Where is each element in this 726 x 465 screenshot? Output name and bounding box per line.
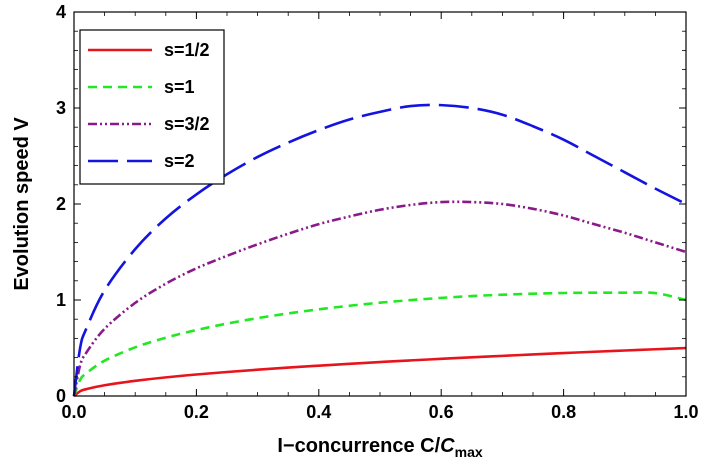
legend-label-4: s=2 <box>164 151 195 171</box>
legend: s=1/2 s=1 s=3/2 s=2 <box>79 29 225 185</box>
series-line-2 <box>72 291 687 397</box>
y-tick-label: 2 <box>56 194 66 214</box>
series-layer <box>72 103 687 398</box>
x-tick-label: 0.4 <box>306 402 331 422</box>
legend-label-1: s=1/2 <box>164 40 210 60</box>
series-line-3 <box>72 200 687 397</box>
legend-label-3: s=3/2 <box>164 114 210 134</box>
x-axis-title-subscript: max <box>455 444 483 460</box>
x-tick-label: 1.0 <box>673 402 698 422</box>
x-axis-title-var: C <box>440 435 455 457</box>
x-tick-label: 0.2 <box>184 402 209 422</box>
y-tick-label: 3 <box>56 98 66 118</box>
y-axis-title: Evolution speed V <box>11 117 33 291</box>
series-line-4 <box>72 103 687 397</box>
x-tick-label: 0.0 <box>61 402 86 422</box>
x-tick-label: 0.6 <box>429 402 454 422</box>
ticks-layer: 0.0 0.2 0.4 0.6 0.8 1.0 0 1 2 3 4 <box>56 2 699 422</box>
x-axis-title-main: I−concurrence C/ <box>277 435 440 457</box>
y-tick-label: 4 <box>56 2 66 22</box>
y-tick-label: 1 <box>56 290 66 310</box>
series-line-1 <box>73 346 687 398</box>
legend-box <box>79 29 225 185</box>
x-tick-label: 0.8 <box>551 402 576 422</box>
y-tick-label: 0 <box>56 386 66 406</box>
legend-label-2: s=1 <box>164 77 195 97</box>
x-axis-title: I−concurrence C/Cmax <box>277 435 483 460</box>
